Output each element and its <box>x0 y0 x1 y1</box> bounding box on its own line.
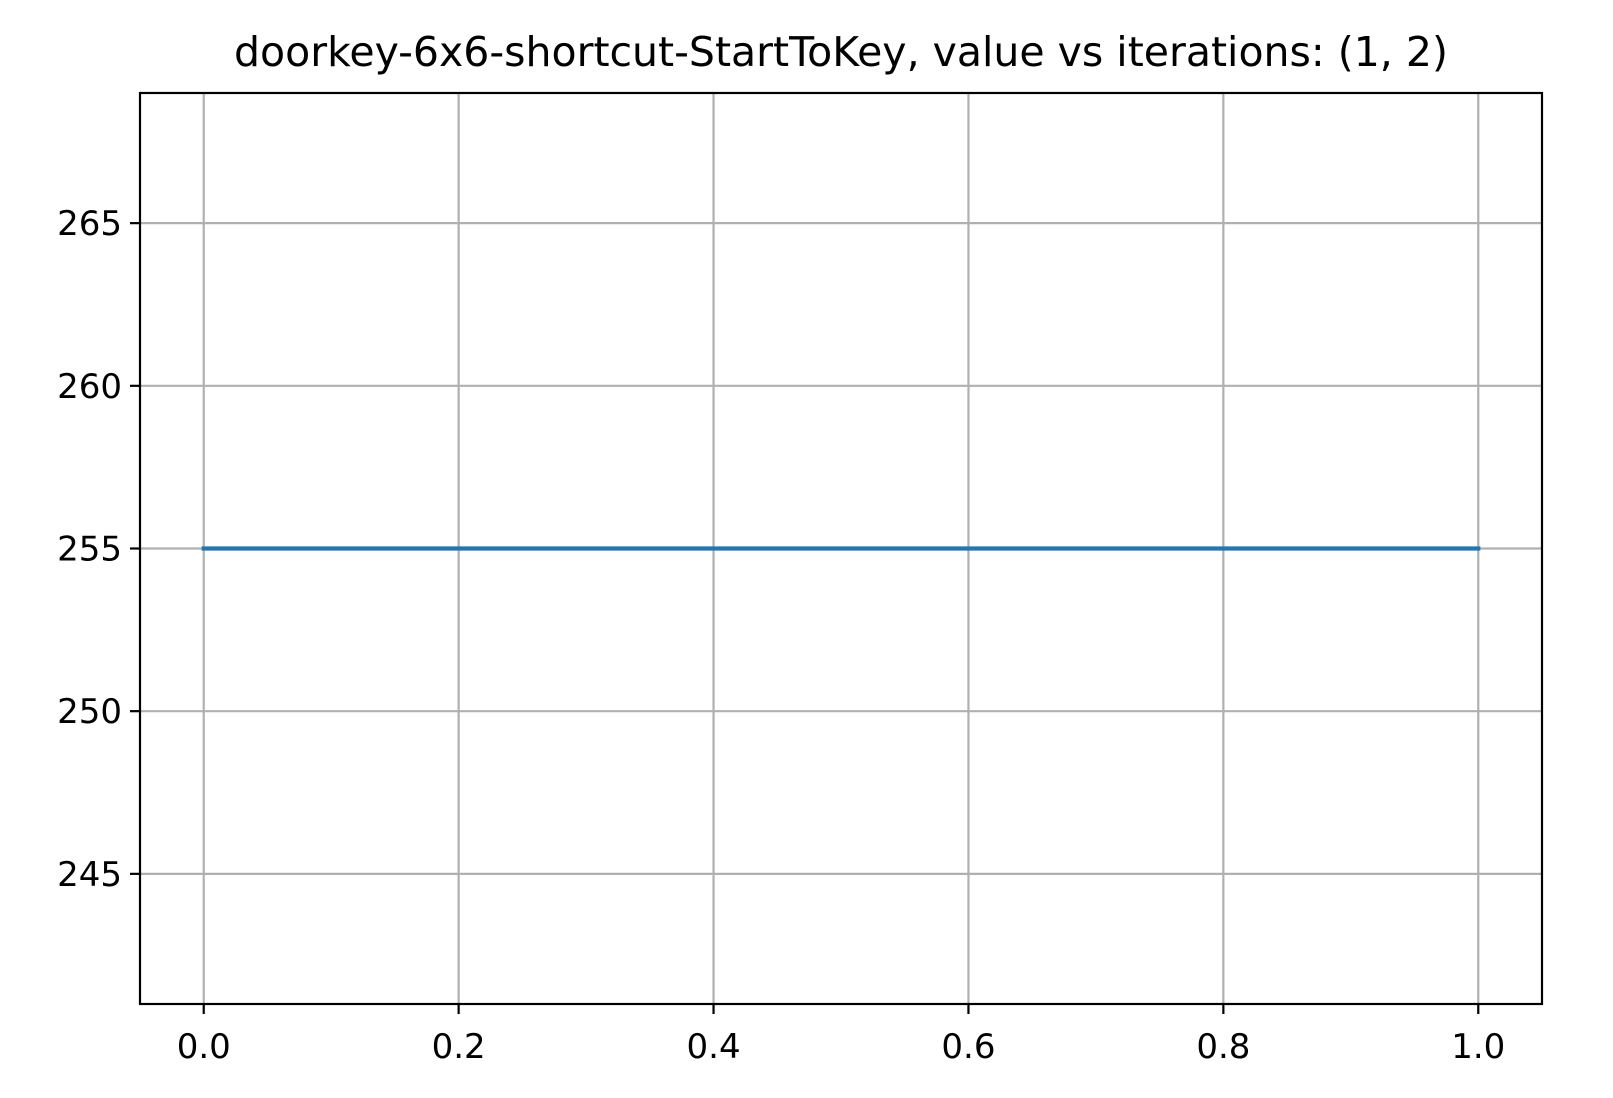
y-tick-label: 265 <box>57 204 122 244</box>
x-tick-label: 0.6 <box>941 1027 995 1067</box>
x-tick-label: 0.2 <box>432 1027 486 1067</box>
tick-labels: 0.0 0.2 0.4 0.6 0.8 1.0 245 250 255 260 265 <box>57 204 1505 1067</box>
y-tick-label: 255 <box>57 530 122 570</box>
x-tick-label: 0.0 <box>177 1027 231 1067</box>
x-tick-label: 0.4 <box>687 1027 741 1067</box>
x-tick-label: 0.8 <box>1196 1027 1250 1067</box>
x-tick-label: 1.0 <box>1451 1027 1505 1067</box>
y-tick-label: 260 <box>57 367 122 407</box>
y-tick-label: 245 <box>57 855 122 895</box>
chart-title: doorkey-6x6-shortcut-StartToKey, value v… <box>234 28 1448 76</box>
axis-ticks <box>130 222 1480 1014</box>
y-tick-label: 250 <box>57 692 122 732</box>
